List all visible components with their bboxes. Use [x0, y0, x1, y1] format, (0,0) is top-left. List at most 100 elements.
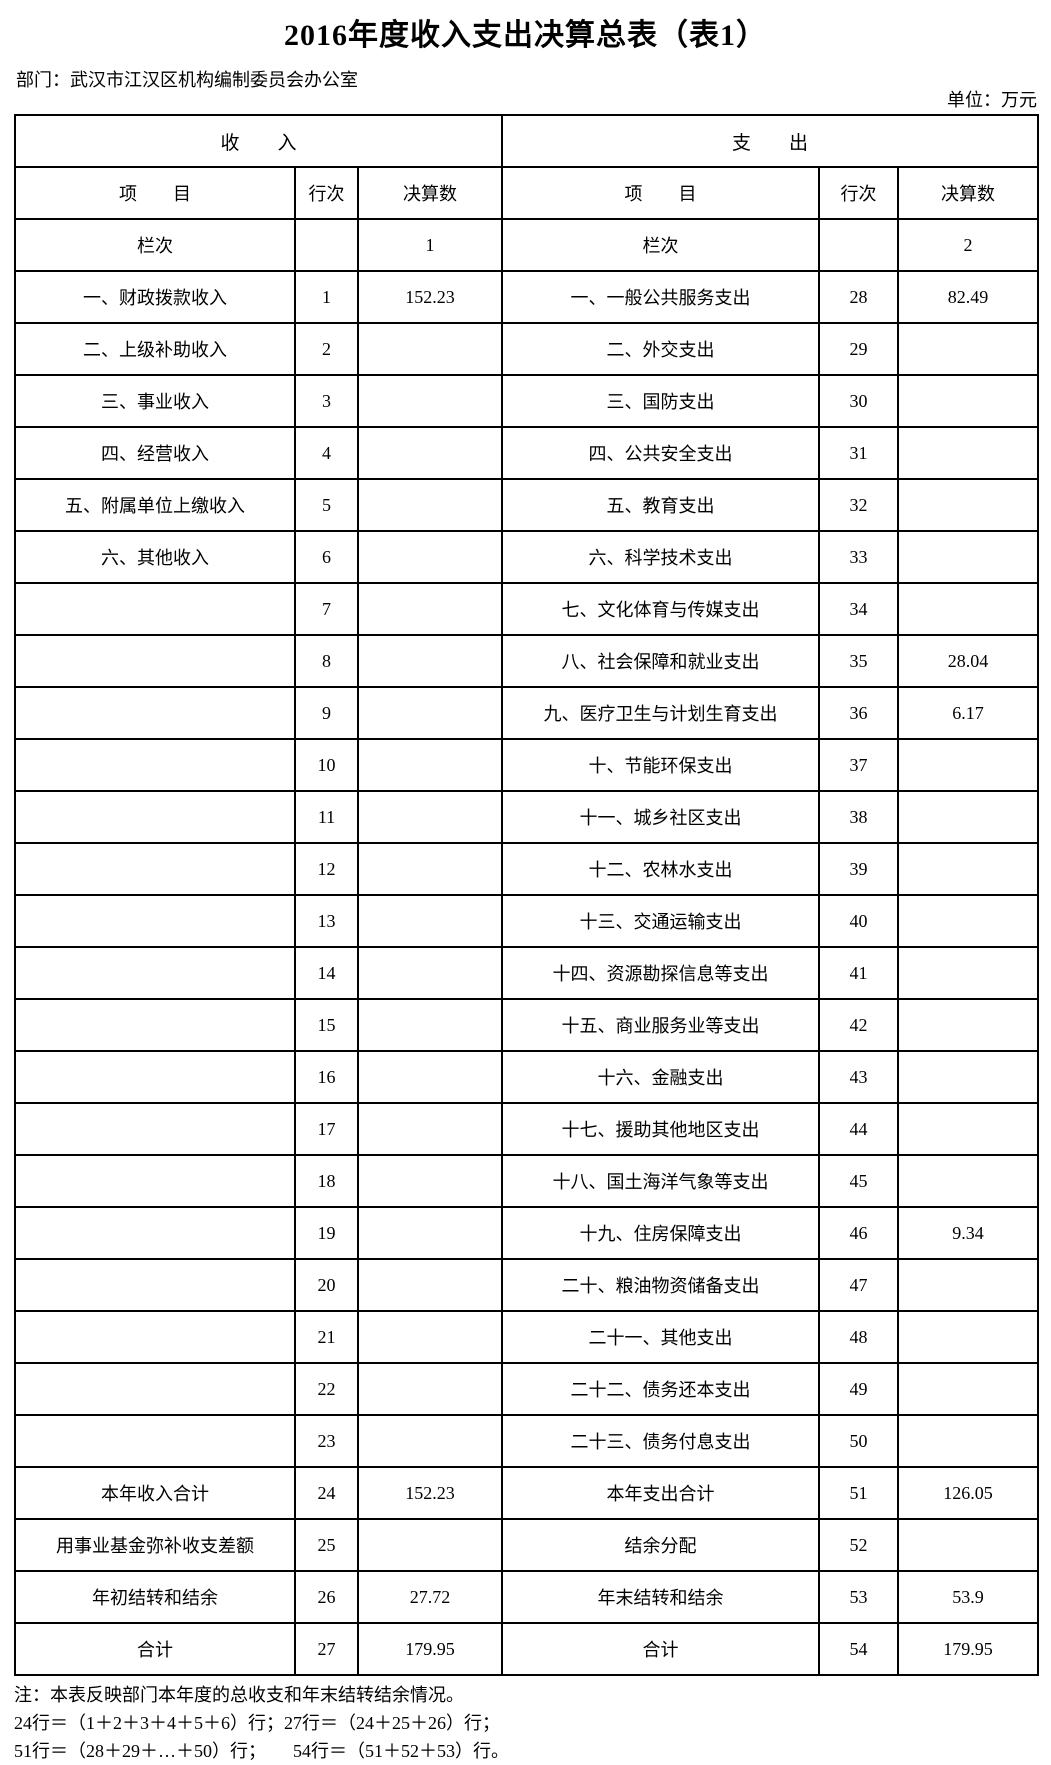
- expense-item-cell: 二、外交支出: [501, 322, 821, 376]
- income-amount-cell: [356, 686, 504, 740]
- expense-amount-cell: [897, 1154, 1040, 1208]
- table-row: 10 十、节能环保支出 37: [14, 738, 1040, 792]
- expense-rowno-cell: 33: [818, 530, 900, 584]
- expense-rowno-cell: 38: [818, 790, 900, 844]
- table-row: 8 八、社会保障和就业支出 35 28.04: [14, 634, 1040, 688]
- expense-amount-cell: 179.95: [897, 1622, 1040, 1676]
- income-rowno-cell: 15: [294, 998, 359, 1052]
- income-item-cell: [14, 1310, 296, 1364]
- income-item-header: 项 目: [14, 166, 296, 220]
- expense-rowno-cell: 41: [818, 946, 900, 1000]
- table-row: 13 十三、交通运输支出 40: [14, 894, 1040, 948]
- expense-amount-cell: 9.34: [897, 1206, 1040, 1260]
- table-row: 14 十四、资源勘探信息等支出 41: [14, 946, 1040, 1000]
- table-row: 年初结转和结余 26 27.72 年末结转和结余 53 53.9: [14, 1570, 1040, 1624]
- income-rowno-cell: 13: [294, 894, 359, 948]
- income-rowno-cell: 1: [294, 270, 359, 324]
- expense-column-index: 2: [897, 218, 1040, 272]
- expense-rowno-cell: 48: [818, 1310, 900, 1364]
- income-amount-cell: [356, 1362, 504, 1416]
- expense-amount-cell: [897, 1050, 1040, 1104]
- income-item-cell: [14, 738, 296, 792]
- income-amount-cell: [356, 790, 504, 844]
- formula-note-2: 51行＝（28＋29＋…＋50）行； 54行＝（51＋52＋53）行。: [14, 1741, 509, 1761]
- income-item-cell: [14, 1206, 296, 1260]
- expense-rowno-cell: 32: [818, 478, 900, 532]
- income-rowno-header: 行次: [294, 166, 359, 220]
- expense-amount-cell: 126.05: [897, 1466, 1040, 1520]
- income-rowno-cell: 5: [294, 478, 359, 532]
- table-row: 15 十五、商业服务业等支出 42: [14, 998, 1040, 1052]
- table-row: 11 十一、城乡社区支出 38: [14, 790, 1040, 844]
- income-item-cell: 年初结转和结余: [14, 1570, 296, 1624]
- expense-rowno-cell: 53: [818, 1570, 900, 1624]
- income-rowno-cell: 10: [294, 738, 359, 792]
- income-item-cell: 五、附属单位上缴收入: [14, 478, 296, 532]
- table-row: 四、经营收入 4 四、公共安全支出 31: [14, 426, 1040, 480]
- income-amount-cell: [356, 1206, 504, 1260]
- expense-item-cell: 结余分配: [501, 1518, 821, 1572]
- fiscal-summary-table: 收 入 支 出 项 目 行次 决算数 项 目 行次 决算数 栏次 1 栏次 2 …: [13, 114, 1040, 1676]
- expense-lanci-label: 栏次: [501, 218, 821, 272]
- income-rowno-cell: 12: [294, 842, 359, 896]
- income-item-cell: [14, 1050, 296, 1104]
- expense-rowno-cell: 40: [818, 894, 900, 948]
- expense-item-cell: 四、公共安全支出: [501, 426, 821, 480]
- income-amount-cell: [356, 1414, 504, 1468]
- unit-label: 单位：万元: [947, 90, 1037, 110]
- income-rowno-cell: 20: [294, 1258, 359, 1312]
- income-amount-cell: [356, 426, 504, 480]
- expense-item-cell: 五、教育支出: [501, 478, 821, 532]
- income-amount-cell: [356, 634, 504, 688]
- notes-block: 注：本表反映部门本年度的总收支和年末结转结余情况。 24行＝（1＋2＋3＋4＋5…: [14, 1681, 1037, 1765]
- income-rowno-cell: 19: [294, 1206, 359, 1260]
- income-amount-cell: [356, 842, 504, 896]
- income-rowno-cell: 8: [294, 634, 359, 688]
- income-amount-cell: [356, 374, 504, 428]
- expense-section-header: 支 出: [501, 114, 1040, 168]
- expense-amount-cell: [897, 790, 1040, 844]
- expense-item-cell: 十二、农林水支出: [501, 842, 821, 896]
- department-label: 部门：武汉市江汉区机构编制委员会办公室: [16, 70, 358, 90]
- expense-item-header: 项 目: [501, 166, 821, 220]
- expense-amount-header: 决算数: [897, 166, 1040, 220]
- expense-item-cell: 十、节能环保支出: [501, 738, 821, 792]
- income-item-cell: [14, 686, 296, 740]
- expense-item-cell: 十六、金融支出: [501, 1050, 821, 1104]
- table-row: 一、财政拨款收入 1 152.23 一、一般公共服务支出 28 82.49: [14, 270, 1040, 324]
- income-rowno-cell: 26: [294, 1570, 359, 1624]
- expense-item-cell: 本年支出合计: [501, 1466, 821, 1520]
- income-item-cell: [14, 634, 296, 688]
- expense-rowno-header: 行次: [818, 166, 900, 220]
- expense-amount-cell: [897, 1258, 1040, 1312]
- table-row: 二、上级补助收入 2 二、外交支出 29: [14, 322, 1040, 376]
- expense-amount-cell: [897, 894, 1040, 948]
- income-rowno-cell: 6: [294, 530, 359, 584]
- table-row: 17 十七、援助其他地区支出 44: [14, 1102, 1040, 1156]
- expense-amount-cell: 6.17: [897, 686, 1040, 740]
- income-item-cell: 六、其他收入: [14, 530, 296, 584]
- expense-rowno-cell: 31: [818, 426, 900, 480]
- expense-amount-cell: [897, 1102, 1040, 1156]
- income-amount-cell: [356, 478, 504, 532]
- table-note: 注：本表反映部门本年度的总收支和年末结转结余情况。: [14, 1685, 464, 1705]
- expense-rowno-cell: 28: [818, 270, 900, 324]
- income-item-cell: 四、经营收入: [14, 426, 296, 480]
- expense-item-cell: 三、国防支出: [501, 374, 821, 428]
- income-rowno-cell: 3: [294, 374, 359, 428]
- income-item-cell: [14, 1414, 296, 1468]
- income-item-cell: [14, 998, 296, 1052]
- income-amount-cell: [356, 998, 504, 1052]
- income-item-cell: [14, 1154, 296, 1208]
- expense-rowno-cell: 39: [818, 842, 900, 896]
- income-amount-cell: [356, 530, 504, 584]
- table-row: 16 十六、金融支出 43: [14, 1050, 1040, 1104]
- expense-amount-cell: [897, 998, 1040, 1052]
- expense-amount-cell: [897, 1518, 1040, 1572]
- income-rowno-cell: 11: [294, 790, 359, 844]
- expense-amount-cell: [897, 426, 1040, 480]
- income-item-cell: [14, 1102, 296, 1156]
- income-lanci-empty-cell: [294, 218, 359, 272]
- expense-item-cell: 年末结转和结余: [501, 1570, 821, 1624]
- income-rowno-cell: 14: [294, 946, 359, 1000]
